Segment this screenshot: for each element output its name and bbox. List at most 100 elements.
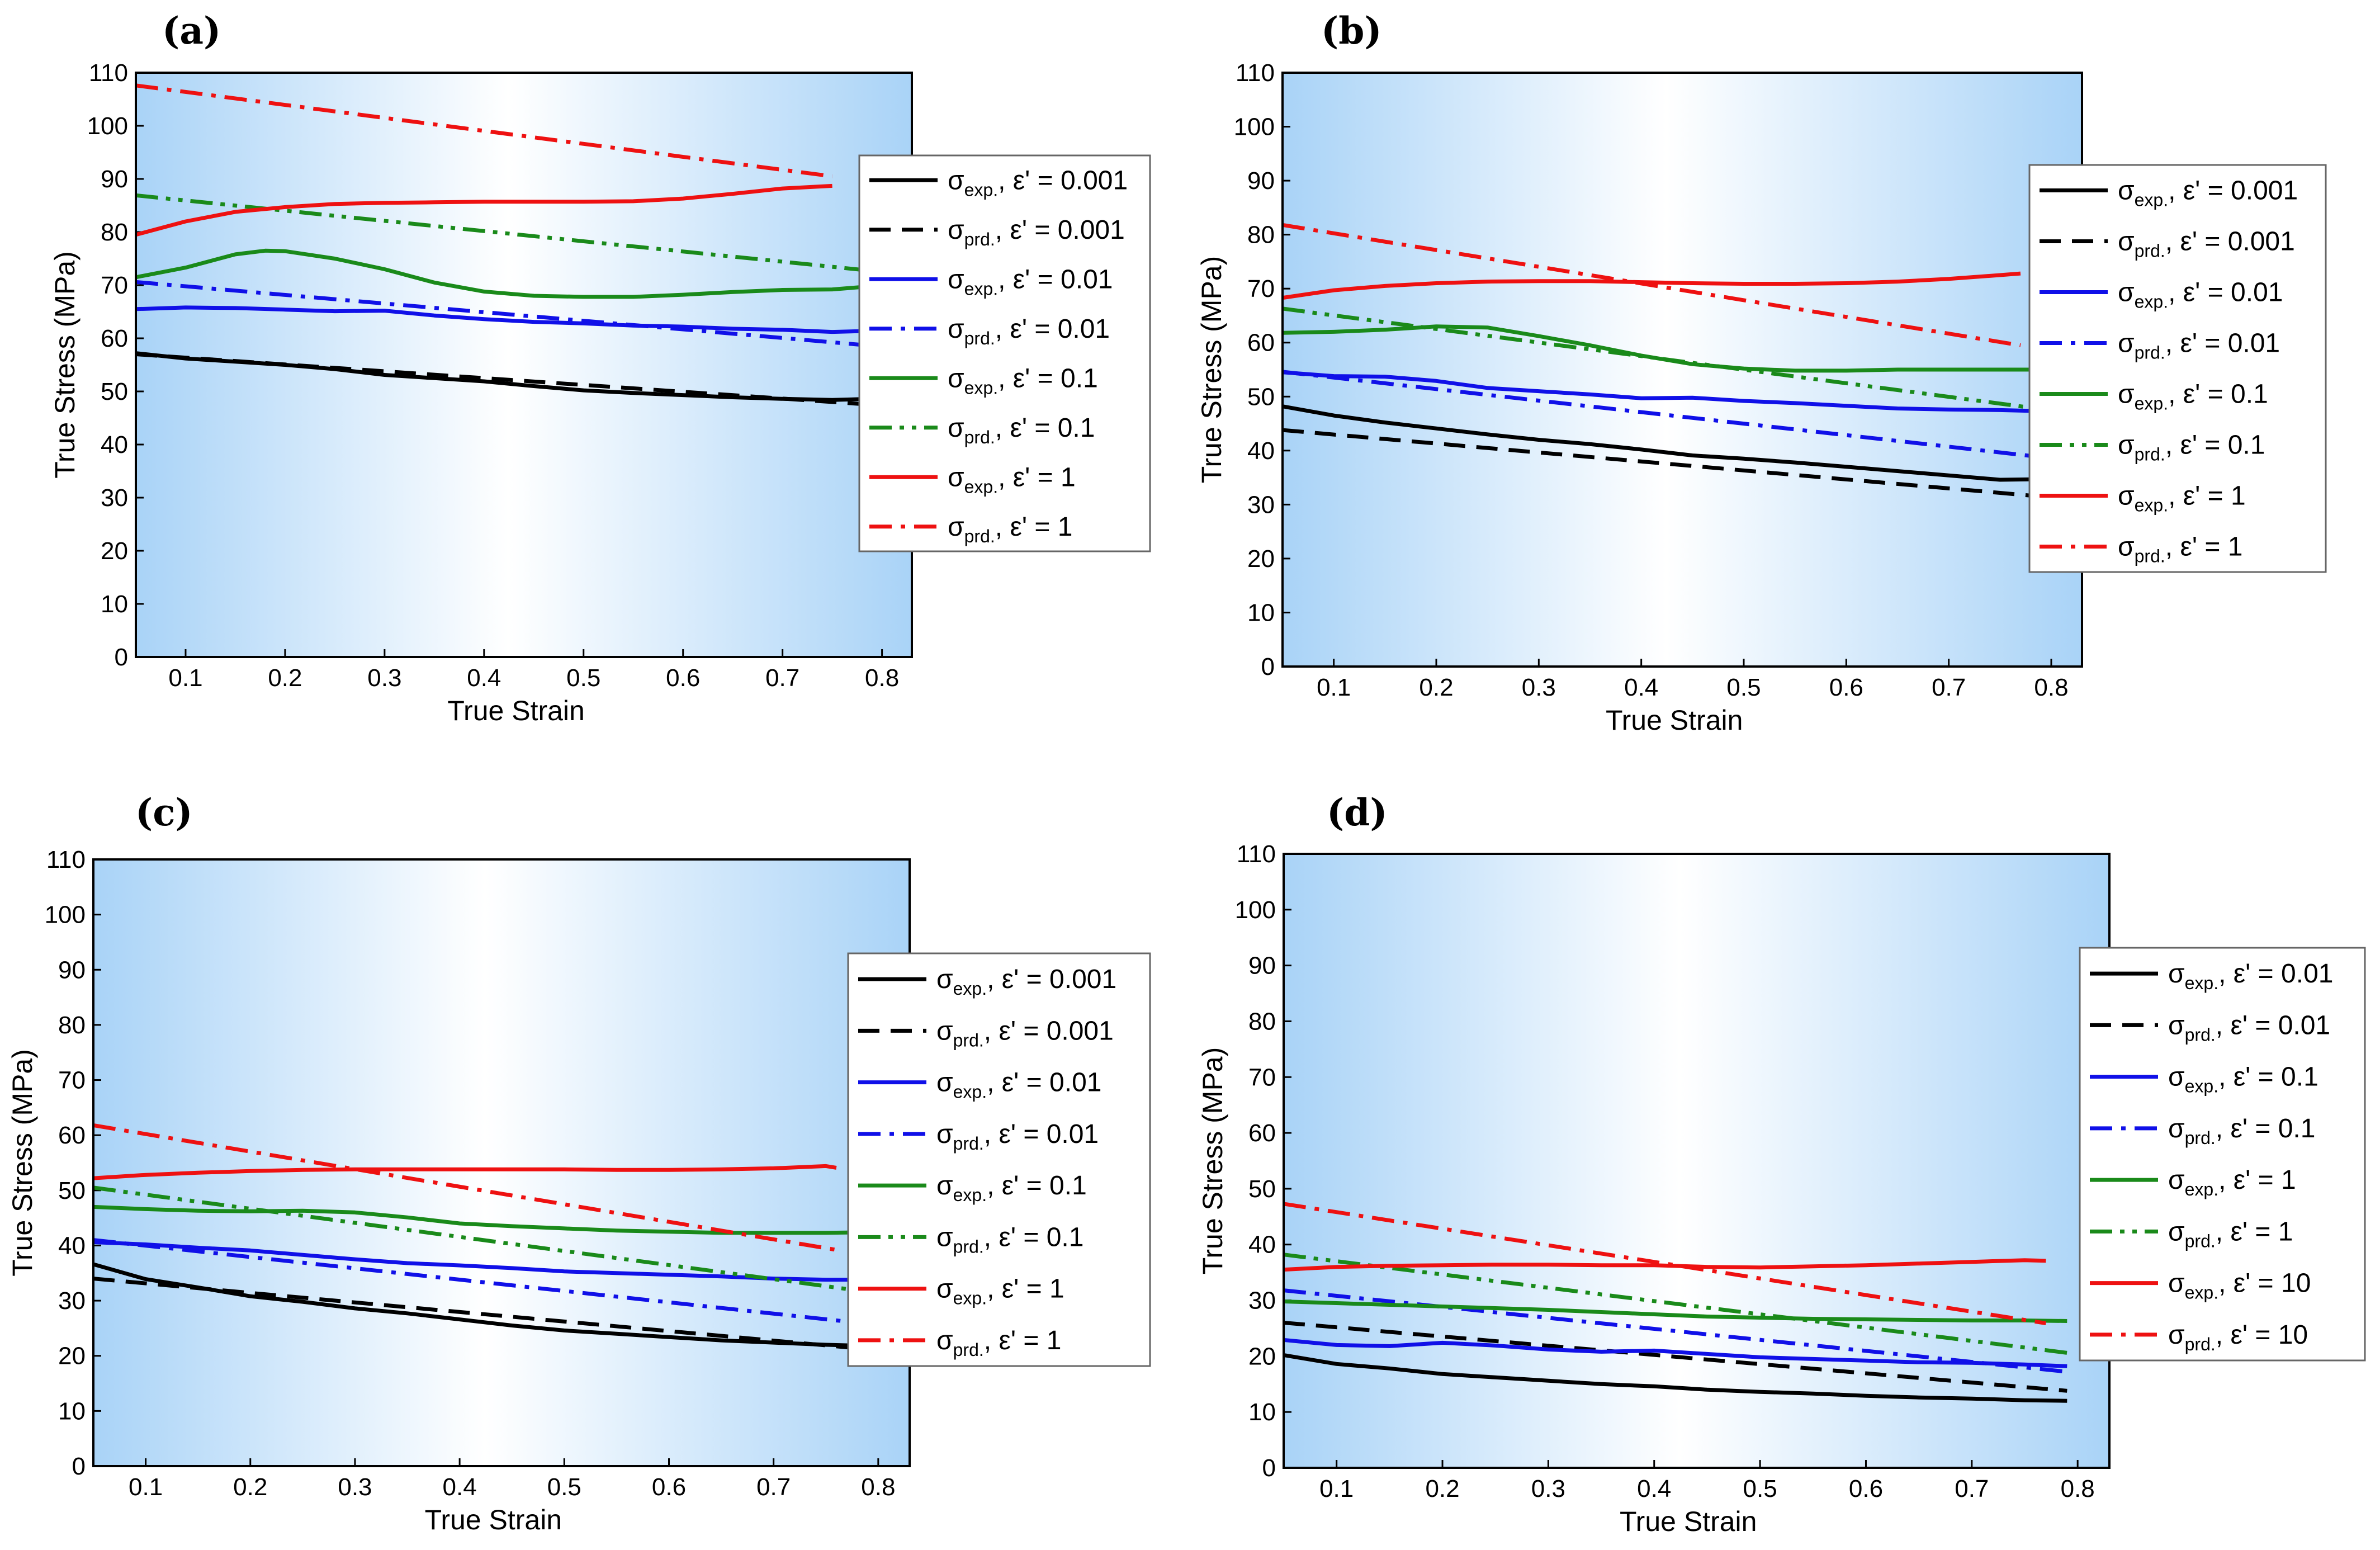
legend-rate: , ε' = 0.1 <box>998 363 1098 393</box>
x-tick-label: 0.2 <box>1425 1475 1459 1502</box>
legend-rate: , ε' = 0.1 <box>2165 431 2265 460</box>
legend-symbol: σ <box>948 314 964 344</box>
series-line <box>135 183 832 237</box>
series-line <box>1282 223 2021 348</box>
legend-label: σexp., ε' = 0.001 <box>2118 176 2298 210</box>
legend-symbol: σ <box>2168 1217 2185 1246</box>
legend-symbol: σ <box>936 1016 953 1046</box>
legend-subscript: exp. <box>964 179 998 200</box>
legend-label: σexp., ε' = 0.001 <box>948 166 1128 200</box>
y-tick-label: 60 <box>1247 329 1275 357</box>
legend-rate: , ε' = 1 <box>987 1274 1064 1304</box>
panel-label: (b) <box>1321 9 1382 53</box>
x-tick-label: 0.3 <box>338 1473 372 1501</box>
legend-label: σexp., ε' = 0.1 <box>2118 380 2268 414</box>
series-line <box>93 1164 837 1180</box>
legend-subscript: exp. <box>2135 190 2168 210</box>
legend-label: σprd., ε' = 10 <box>2168 1320 2308 1354</box>
x-tick-label: 0.2 <box>233 1473 267 1501</box>
legend-subscript: exp. <box>2135 495 2168 516</box>
legend-symbol: σ <box>2168 1165 2185 1195</box>
y-tick-label: 0 <box>72 1453 86 1480</box>
legend-label: σprd., ε' = 0.1 <box>2118 431 2265 465</box>
legend-symbol: σ <box>948 215 964 245</box>
x-tick-label: 0.4 <box>1637 1475 1671 1502</box>
y-tick-label: 90 <box>1248 952 1276 980</box>
y-axis-title: True Stress (MPa) <box>1196 256 1227 484</box>
series-line <box>135 305 872 334</box>
legend-subscript: exp. <box>964 476 998 497</box>
series-line <box>1283 1338 2067 1368</box>
x-tick-label: 0.1 <box>1317 674 1351 701</box>
legend-label: σprd., ε' = 0.01 <box>2168 1010 2330 1045</box>
series-line <box>1283 1202 2046 1325</box>
y-axis-title: True Stress (MPa) <box>1197 1047 1228 1275</box>
legend-rate: , ε' = 1 <box>2216 1217 2293 1246</box>
legend-label: σprd., ε' = 0.1 <box>2168 1114 2315 1148</box>
x-tick-label: 0.3 <box>1531 1475 1565 1502</box>
legend-symbol: σ <box>936 1274 953 1304</box>
legend-subscript: prd. <box>2185 1334 2216 1354</box>
y-tick-label: 70 <box>1247 275 1275 303</box>
legend-symbol: σ <box>936 1119 953 1149</box>
legend-symbol: σ <box>948 166 964 195</box>
panel-label: (d) <box>1327 791 1388 834</box>
chart-panel: (d) 0 10 20 30 40 50 60 70 80 90 100 110 0.1 0.2 0.3 0.4… <box>1197 791 2366 1537</box>
legend-symbol: σ <box>936 965 953 994</box>
legend-subscript: prd. <box>2185 1231 2216 1251</box>
plot-area <box>136 73 912 657</box>
legend-rate: , ε' = 10 <box>2218 1269 2311 1298</box>
x-tick-label: 0.7 <box>1955 1475 1989 1502</box>
y-tick-label: 80 <box>1247 221 1275 249</box>
legend-rate: , ε' = 1 <box>2168 481 2246 511</box>
legend-label: σprd., ε' = 1 <box>2118 532 2242 566</box>
y-tick-label: 70 <box>101 272 128 299</box>
legend-box <box>847 952 1151 1367</box>
legend-subscript: prd. <box>964 229 995 249</box>
legend-symbol: σ <box>936 1068 953 1098</box>
y-tick-label: 110 <box>1237 840 1276 868</box>
legend-label: σprd., ε' = 0.1 <box>948 413 1095 447</box>
y-tick-label: 30 <box>1247 491 1275 518</box>
legend-rate: , ε' = 1 <box>2165 532 2243 562</box>
y-tick-label: 10 <box>1247 599 1275 626</box>
legend-symbol: σ <box>2168 1269 2185 1298</box>
legend-label: σexp., ε' = 0.01 <box>948 264 1113 299</box>
legend-symbol: σ <box>2168 1062 2185 1092</box>
y-tick-label: 50 <box>58 1177 86 1204</box>
legend-rate: , ε' = 0.1 <box>2216 1114 2316 1143</box>
legend-rate: , ε' = 0.1 <box>987 1171 1087 1201</box>
y-tick-label: 90 <box>101 166 128 193</box>
legend-label: σexp., ε' = 0.1 <box>936 1171 1087 1205</box>
y-tick-label: 40 <box>101 431 128 459</box>
legend-label: σprd., ε' = 0.1 <box>936 1222 1083 1256</box>
series-line <box>1283 1258 2046 1272</box>
series-line <box>135 280 873 348</box>
x-axis-title: True Strain <box>1620 1506 1757 1537</box>
legend-symbol: σ <box>2168 959 2185 989</box>
legend-symbol: σ <box>948 413 964 443</box>
x-axis-title: True Strain <box>1606 705 1743 736</box>
x-axis-title: True Strain <box>425 1504 562 1535</box>
x-tick-label: 0.1 <box>168 664 202 692</box>
plot-area <box>93 859 910 1466</box>
y-tick-label: 100 <box>1235 896 1276 924</box>
y-tick-label: 100 <box>87 112 128 140</box>
legend-label: σprd., ε' = 0.01 <box>948 314 1110 348</box>
legend-box <box>2079 947 2366 1362</box>
y-axis-title: True Stress (MPa) <box>7 1049 38 1277</box>
x-tick-label: 0.6 <box>1849 1475 1883 1502</box>
legend-rate: , ε' = 0.001 <box>984 1016 1114 1046</box>
legend-subscript: prd. <box>2135 343 2165 363</box>
legend-label: σprd., ε' = 0.001 <box>936 1016 1114 1050</box>
legend-subscript: exp. <box>2135 292 2168 312</box>
legend-subscript: exp. <box>953 1185 987 1205</box>
legend-label: σexp., ε' = 0.001 <box>936 965 1116 999</box>
legend-label: σexp., ε' = 1 <box>948 462 1076 497</box>
legend-symbol: σ <box>2118 329 2135 358</box>
panel-label: (c) <box>135 791 193 834</box>
legend-subscript: exp. <box>964 377 998 398</box>
series-line <box>1282 271 2021 300</box>
y-tick-label: 30 <box>58 1287 86 1315</box>
legend-rate: , ε' = 0.01 <box>984 1119 1099 1149</box>
